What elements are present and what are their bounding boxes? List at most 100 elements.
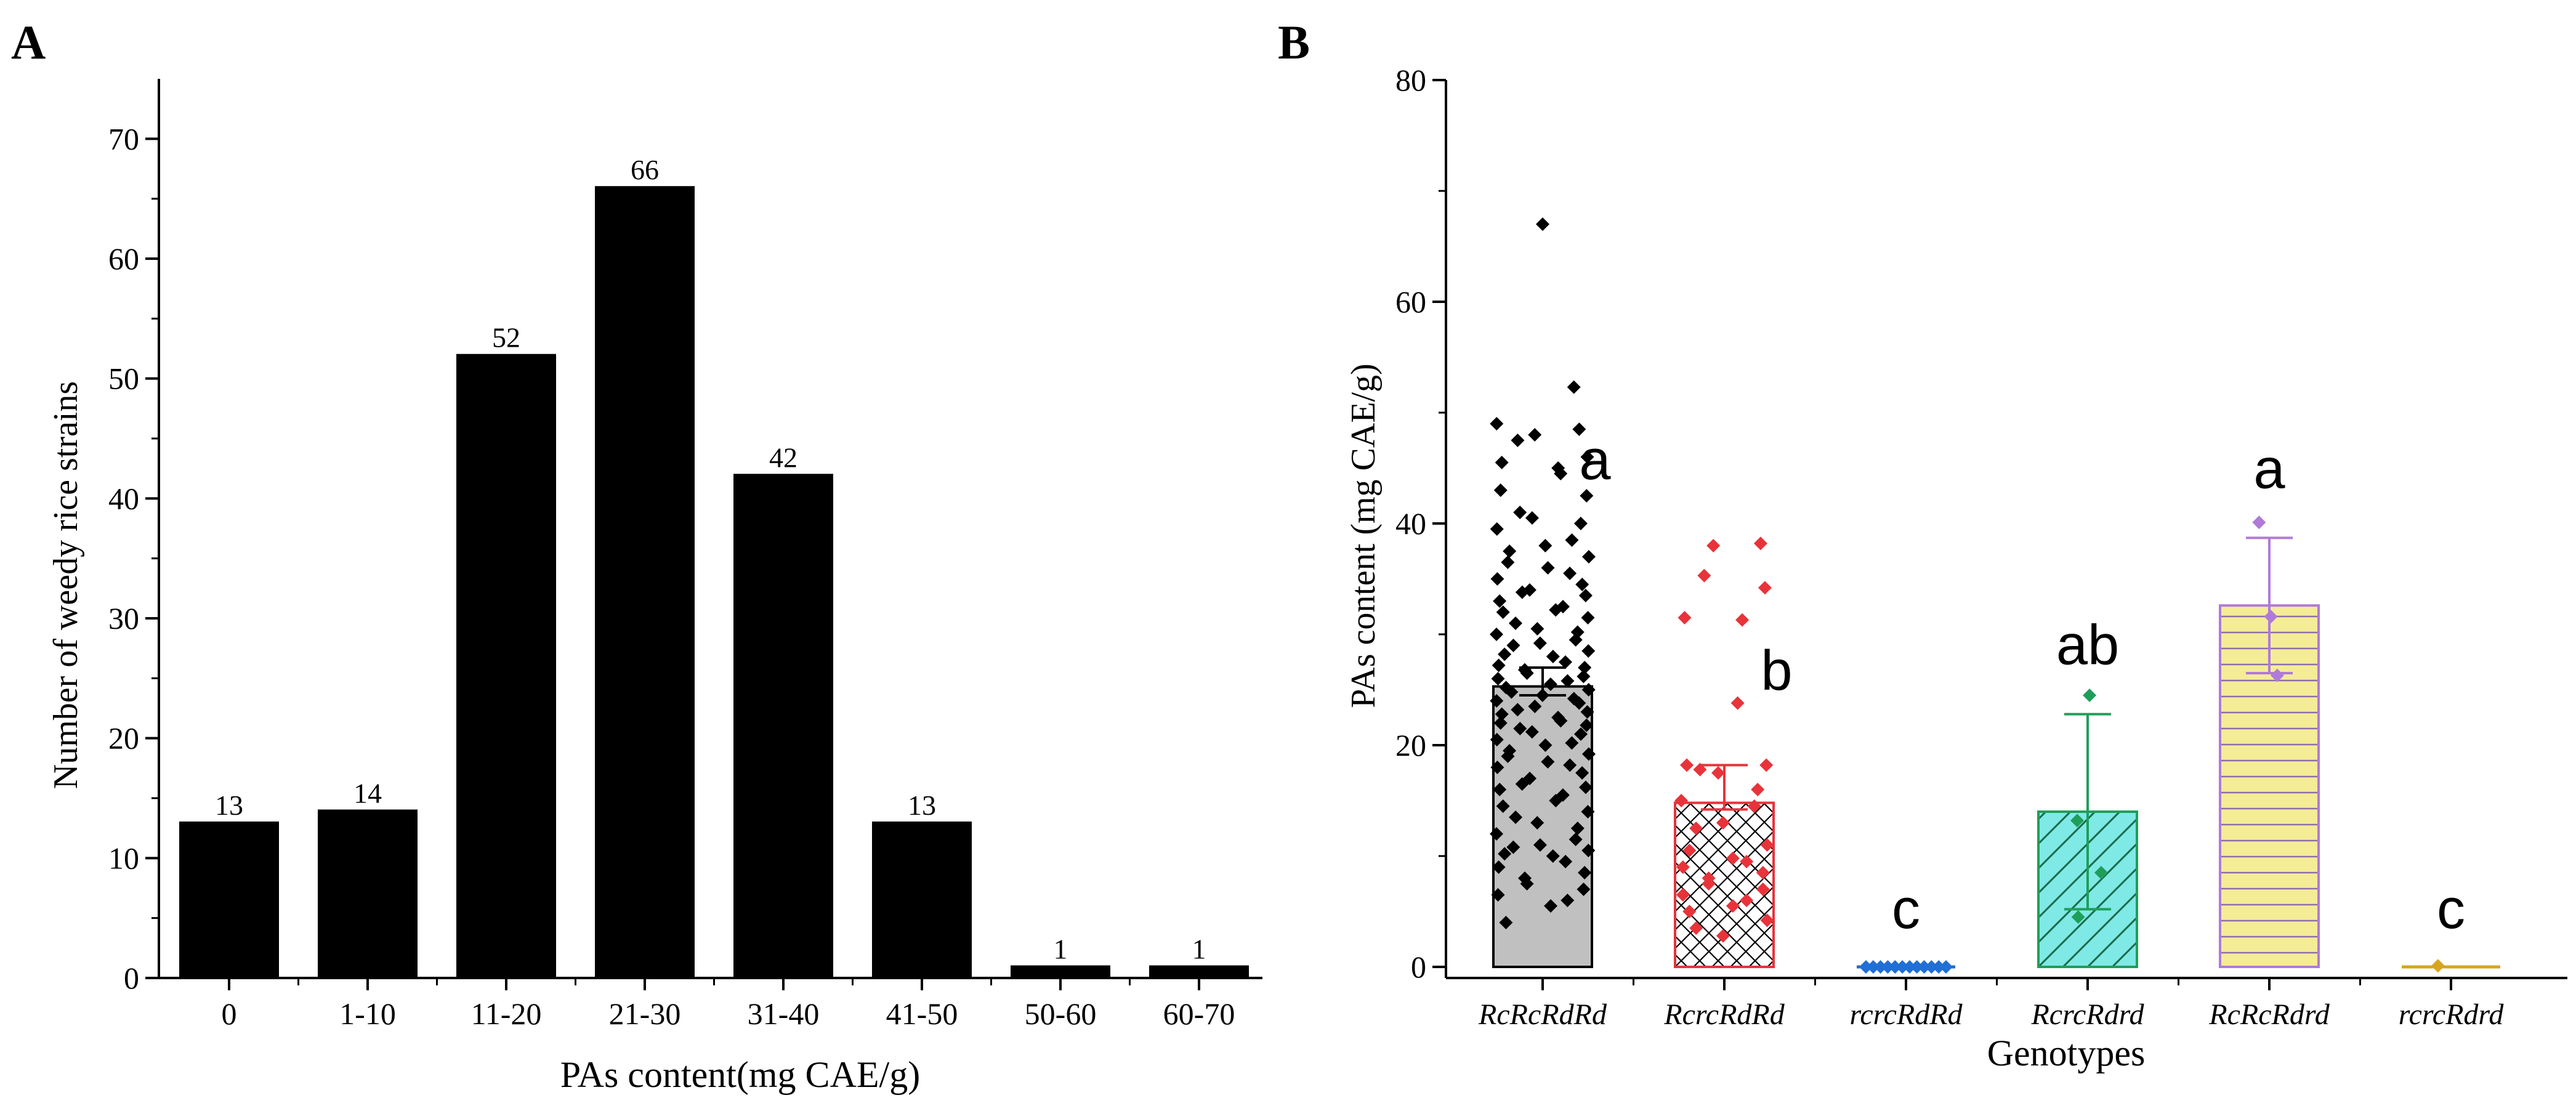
panel-b-data-point <box>1730 696 1745 710</box>
panel-b-data-point <box>1580 450 1594 464</box>
panel-a-bar <box>456 354 556 979</box>
panel-b-data-point <box>1554 714 1568 728</box>
panel-b-data-point <box>1581 683 1596 697</box>
panel-a-x-tick-label: 1-10 <box>339 996 396 1031</box>
panel-b-data-point <box>1492 860 1506 874</box>
panel-b-data-point <box>1574 727 1588 741</box>
panel-b-data-point <box>1493 716 1508 730</box>
panel-b-data-point <box>1866 960 1880 974</box>
panel-b-data-point <box>1939 960 1953 974</box>
panel-b-data-point <box>1756 866 1770 879</box>
panel-b-data-point <box>1498 647 1512 661</box>
panel-b-data-point <box>1546 849 1560 863</box>
panel-a-x-axis-label: PAs content(mg CAE/g) <box>560 1054 920 1095</box>
panel-b-data-point <box>1490 733 1504 746</box>
panel-b-data-point <box>1541 561 1555 575</box>
panel-b-data-point <box>1740 894 1754 907</box>
panel-b-data-point <box>1530 816 1544 830</box>
panel-a-x-tick-label: 50-60 <box>1025 996 1097 1031</box>
panel-b-data-point <box>1496 605 1510 619</box>
panel-a-bar-data-label: 52 <box>492 322 520 354</box>
panel-a-x-tick-label: 21-30 <box>609 996 681 1031</box>
panel-b-data-point <box>1706 539 1721 552</box>
panel-b-data-point <box>1538 738 1552 752</box>
panel-b-data-point <box>1490 628 1504 641</box>
panel-a-bar-data-label: 1 <box>1054 934 1068 965</box>
panel-a-axes: 0 10 20 30 40 50 60 70 0 1-10 11-20 21-30 31-40 41-50… <box>108 79 1262 1031</box>
panel-b-data-point <box>1490 827 1504 841</box>
panel-b-significance-letter: ab <box>2056 614 2119 677</box>
panel-b-data-point <box>1501 749 1515 763</box>
panel-b-data-point <box>1578 866 1592 879</box>
panel-b-data-point <box>1680 758 1694 772</box>
panel-a-bar <box>318 809 418 979</box>
panel-b-data-point <box>1528 428 1542 442</box>
panel-b-data-point <box>1578 780 1593 794</box>
panel-b-data-point <box>1716 816 1730 830</box>
panel-b-y-tick-label: 20 <box>1395 728 1426 762</box>
panel-b-data-point <box>1491 672 1505 685</box>
panel-b-data-point <box>1859 960 1873 974</box>
panel-b-label: B <box>1278 15 1310 69</box>
panel-b-data-point <box>1873 960 1888 974</box>
panel-a-bar <box>872 821 972 979</box>
panel-b-data-point <box>1509 810 1523 824</box>
panel-a-bar-data-label: 14 <box>353 777 382 809</box>
panel-b-data-point <box>1499 916 1513 929</box>
panel-b-data-point <box>1580 718 1594 732</box>
panel-b-data-point <box>1528 700 1542 713</box>
panel-b-data-point <box>1558 655 1572 669</box>
panel-b-data-point <box>1932 960 1946 974</box>
panel-b-data-point <box>1682 905 1697 918</box>
panel-b-y-axis-label: PAs content (mg CAE/g) <box>1344 363 1383 708</box>
panel-b-data-point <box>1756 883 1770 896</box>
panel-a-y-tick-label: 40 <box>108 481 139 515</box>
panel-a-bar <box>1149 965 1249 979</box>
panel-b-data-point <box>1490 417 1504 430</box>
panel-b-data-point <box>1751 783 1765 796</box>
panel-b-data-point <box>1682 844 1697 857</box>
panel-b-data-point <box>1549 603 1563 617</box>
panel-b-data-point <box>1580 705 1594 719</box>
panel-b-data-point <box>1503 544 1517 558</box>
panel-b-significance-letter: b <box>1761 639 1792 702</box>
panel-b-data-point <box>1491 888 1505 902</box>
panel-b-data-point <box>1504 685 1519 699</box>
panel-b-y-tick-label: 40 <box>1395 506 1426 541</box>
panel-b-data-point <box>1697 568 1711 583</box>
panel-a-label: A <box>11 15 46 69</box>
panel-a-bar <box>733 474 833 979</box>
panel-b-data-point <box>1575 578 1589 591</box>
panel-b-data-point <box>2264 610 2278 624</box>
panel-b-x-tick-label: rcrcRdrd <box>2399 998 2505 1031</box>
panel-a-y-tick-label: 60 <box>108 241 139 276</box>
panel-b-data-point <box>1572 422 1586 436</box>
panel-b-data-point <box>1559 855 1573 868</box>
panel-b-data-point <box>1490 572 1504 586</box>
panel-b-data-point <box>2083 689 2097 702</box>
panel-b-data-point <box>1581 844 1596 857</box>
panel-b-data-point <box>1515 777 1529 791</box>
panel-b-data-point <box>1760 838 1774 852</box>
panel-b-data-point <box>1543 677 1557 691</box>
panel-b-data-point <box>1689 921 1703 935</box>
panel-b-data-point <box>1881 960 1895 974</box>
panel-a-bar <box>595 186 695 979</box>
panel-b-data-point <box>1506 639 1520 652</box>
panel-a-y-tick-label: 70 <box>108 121 139 156</box>
panel-b-data-point <box>1501 556 1515 569</box>
panel-a-y-tick-label: 0 <box>124 961 139 995</box>
panel-b-data-point <box>1758 581 1772 595</box>
panel-b-data-point <box>1735 613 1750 627</box>
panel-b-data-point <box>1490 522 1504 536</box>
panel-b-data-point <box>1563 567 1577 580</box>
panel-b-data-point <box>1495 456 1509 469</box>
panel-b-x-axis-label: Genotypes <box>1987 1033 2146 1073</box>
panel-b-data-point <box>1495 707 1509 721</box>
panel-a-y-tick-label: 20 <box>108 721 139 756</box>
panel-b-data-point <box>1581 747 1596 761</box>
panel-a-x-tick-label: 0 <box>222 996 237 1031</box>
panel-b-significance-letter: a <box>1579 429 1611 491</box>
panel-b-data-point <box>1726 851 1740 865</box>
panel-b-data-point <box>1498 847 1512 861</box>
